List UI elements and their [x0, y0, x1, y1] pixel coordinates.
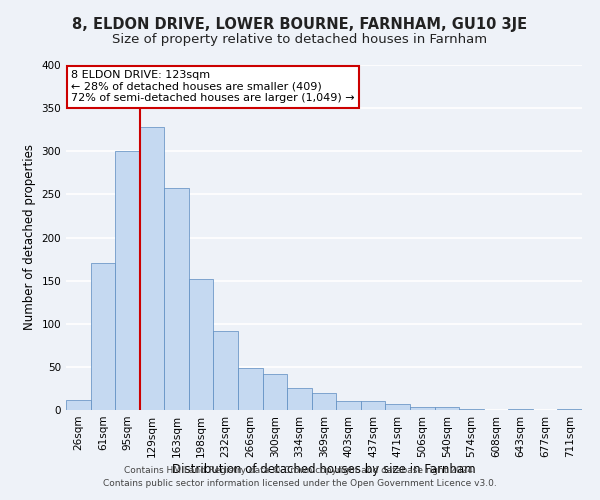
- Bar: [238, 368, 263, 410]
- Bar: [508, 409, 533, 410]
- Bar: [140, 127, 164, 410]
- Text: Size of property relative to detached houses in Farnham: Size of property relative to detached ho…: [112, 32, 488, 46]
- Bar: [115, 152, 140, 410]
- Bar: [336, 402, 361, 410]
- Y-axis label: Number of detached properties: Number of detached properties: [23, 144, 36, 330]
- Bar: [66, 400, 91, 410]
- Bar: [287, 388, 312, 410]
- Bar: [557, 409, 582, 410]
- Bar: [410, 408, 434, 410]
- Bar: [434, 408, 459, 410]
- Bar: [164, 188, 189, 410]
- Text: 8, ELDON DRIVE, LOWER BOURNE, FARNHAM, GU10 3JE: 8, ELDON DRIVE, LOWER BOURNE, FARNHAM, G…: [73, 18, 527, 32]
- Text: 8 ELDON DRIVE: 123sqm
← 28% of detached houses are smaller (409)
72% of semi-det: 8 ELDON DRIVE: 123sqm ← 28% of detached …: [71, 70, 355, 103]
- Text: Contains HM Land Registry data © Crown copyright and database right 2024.
Contai: Contains HM Land Registry data © Crown c…: [103, 466, 497, 487]
- Bar: [263, 374, 287, 410]
- Bar: [189, 279, 214, 410]
- Bar: [312, 393, 336, 410]
- Bar: [385, 404, 410, 410]
- Bar: [91, 264, 115, 410]
- X-axis label: Distribution of detached houses by size in Farnham: Distribution of detached houses by size …: [172, 462, 476, 475]
- Bar: [361, 402, 385, 410]
- Bar: [214, 330, 238, 410]
- Bar: [459, 409, 484, 410]
